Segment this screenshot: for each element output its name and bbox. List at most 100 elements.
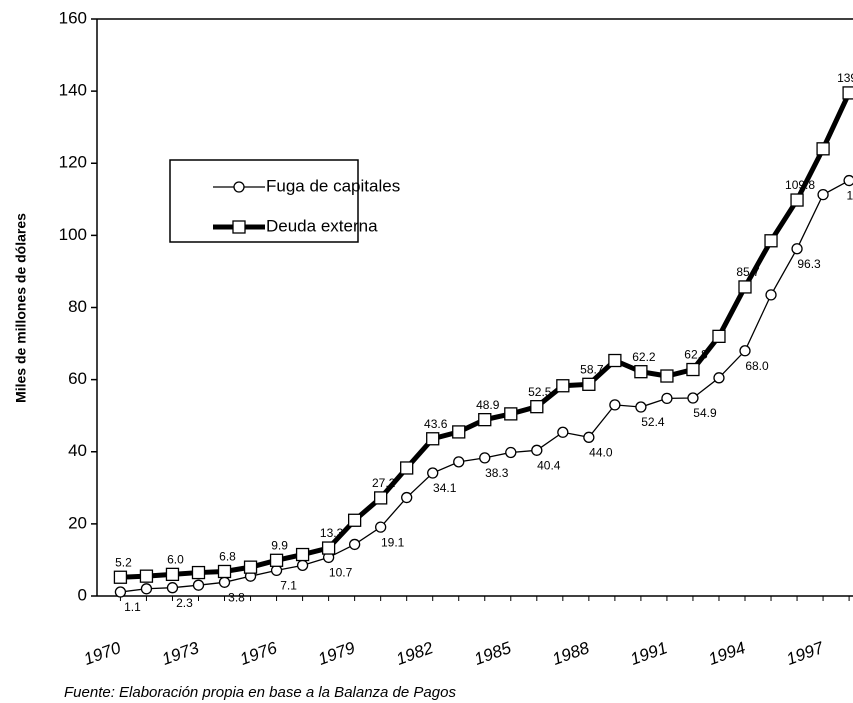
square-marker (243, 560, 258, 574)
square-marker (686, 362, 700, 377)
data-label: 40.4 (537, 458, 561, 472)
data-label: 109.8 (785, 178, 815, 192)
square-marker (269, 553, 284, 567)
y-tick-label: 60 (68, 369, 87, 388)
y-tick-label: 140 (59, 81, 87, 100)
circle-marker (296, 559, 309, 571)
data-label: 62.8 (684, 348, 708, 362)
circle-marker (505, 446, 517, 459)
data-label: 85.7 (736, 265, 760, 279)
circle-marker (531, 444, 543, 456)
square-marker (816, 142, 830, 156)
x-tick-label: 1985 (472, 638, 515, 669)
data-label: 19.1 (381, 535, 405, 549)
legend-label: Deuda externa (266, 216, 378, 235)
x-tick-label: 1970 (81, 638, 124, 669)
data-label: 10.7 (329, 566, 353, 580)
data-label: 68.0 (745, 359, 769, 373)
data-label: 1.1 (124, 600, 141, 614)
data-label: 54.9 (693, 406, 717, 420)
square-marker (738, 280, 752, 294)
square-marker (321, 541, 336, 555)
circle-marker (713, 372, 725, 384)
legend-marker (232, 220, 246, 234)
circle-marker (192, 579, 205, 591)
data-label: 44.0 (589, 445, 613, 459)
data-label: 38.3 (485, 466, 509, 480)
y-tick-label: 40 (68, 441, 87, 460)
square-marker (764, 234, 778, 248)
circle-marker (583, 431, 595, 443)
square-marker (400, 461, 414, 475)
circle-marker (401, 491, 413, 504)
x-tick-label: 1973 (159, 638, 202, 669)
circle-marker (661, 392, 673, 405)
data-label: 34.1 (433, 481, 457, 495)
y-tick-label: 100 (59, 225, 87, 244)
square-marker (504, 407, 518, 421)
data-label: 96.3 (797, 257, 821, 271)
circle-marker (114, 586, 127, 598)
circle-marker (765, 289, 777, 301)
data-label: 9.9 (271, 538, 288, 552)
data-label: 48.9 (476, 398, 500, 412)
x-tick-label: 1976 (237, 638, 280, 669)
square-marker (113, 570, 128, 584)
circle-marker (166, 582, 179, 594)
data-label: 6.0 (167, 553, 184, 567)
circle-marker (739, 345, 751, 357)
circle-marker (635, 401, 647, 413)
data-label: 6.8 (219, 550, 236, 564)
square-marker (556, 379, 570, 393)
y-axis-label: Miles de millones de dólares (13, 213, 29, 403)
square-marker (139, 569, 154, 583)
square-marker (660, 369, 674, 383)
circle-marker (218, 576, 231, 588)
data-label: 62.2 (632, 350, 656, 364)
x-tick-label: 1982 (394, 638, 437, 669)
data-label: 52.5 (528, 385, 552, 399)
square-marker (712, 329, 726, 344)
data-label: 52.4 (641, 415, 665, 429)
square-marker (582, 377, 596, 391)
y-tick-label: 160 (59, 8, 87, 27)
circle-marker (375, 521, 387, 533)
square-marker (842, 86, 853, 100)
circle-marker (557, 426, 569, 438)
square-marker (374, 491, 388, 505)
square-marker (608, 353, 622, 368)
circle-marker (453, 456, 465, 468)
circle-marker (791, 243, 803, 255)
y-tick-label: 20 (68, 513, 87, 532)
legend-marker (233, 181, 245, 193)
circle-marker (140, 583, 153, 595)
data-label: 5.2 (115, 555, 132, 569)
data-label: 115.2 (847, 189, 853, 203)
square-marker (790, 193, 804, 207)
data-label: 139.5 (837, 71, 853, 85)
x-tick-label: 1991 (628, 638, 670, 669)
circle-marker (817, 188, 829, 201)
square-marker (191, 565, 206, 580)
square-marker (634, 365, 648, 379)
y-tick-label: 80 (68, 297, 87, 316)
circle-marker (843, 174, 853, 187)
x-tick-label: 1997 (784, 638, 827, 669)
y-tick-label: 0 (78, 585, 87, 604)
data-label: 58.7 (580, 362, 604, 376)
circle-marker (609, 399, 621, 411)
y-tick-label: 120 (59, 153, 87, 172)
square-marker (165, 567, 180, 582)
square-marker (217, 564, 232, 579)
circle-marker (348, 538, 361, 551)
x-tick-label: 1979 (315, 638, 358, 669)
data-label: 7.1 (280, 579, 297, 593)
legend-label: Fuga de capitales (266, 176, 400, 195)
data-label: 2.3 (176, 596, 193, 610)
square-marker (530, 400, 544, 414)
square-marker (347, 513, 362, 527)
source-note: Fuente: Elaboración propia en base a la … (64, 684, 456, 701)
circle-marker (687, 392, 699, 404)
data-label: 13.3 (320, 526, 344, 540)
